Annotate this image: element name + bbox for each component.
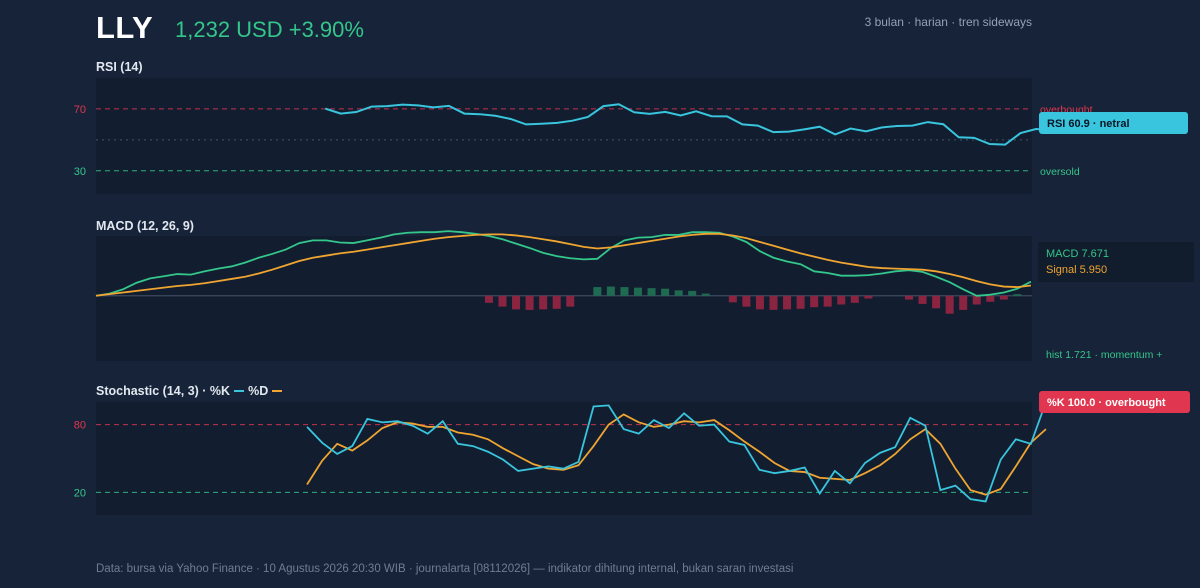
rsi-callout-text: RSI 60.9 · netral xyxy=(1047,118,1130,130)
macd-histogram-bar xyxy=(498,295,507,307)
rsi-callout-badge xyxy=(1039,112,1188,135)
panel-bg-2 xyxy=(96,402,1032,515)
macd-histogram-bar xyxy=(728,295,737,303)
macd-histogram-bar xyxy=(769,295,778,310)
macd-histogram-bar xyxy=(742,295,751,307)
chart-subtitle: 3 bulan · harian · tren sideways xyxy=(864,15,1032,29)
rsi-y-tick-1: 30 xyxy=(74,166,86,178)
macd-histogram-bar xyxy=(972,295,981,305)
macd-histogram-bar xyxy=(661,288,670,296)
macd-histogram-bar xyxy=(823,295,832,307)
macd-histogram-bar xyxy=(864,295,873,299)
macd-histogram-bar xyxy=(837,295,846,305)
macd-histogram-bar xyxy=(918,295,927,304)
macd-histogram-bar xyxy=(566,295,575,307)
stoch-series-line-0 xyxy=(306,413,1047,496)
macd-histogram-bar xyxy=(905,295,913,300)
rsi-y-tick-0: 70 xyxy=(74,104,86,116)
macd-histogram-bar xyxy=(999,295,1008,300)
macd-histogram-bar xyxy=(945,295,954,314)
macd-histogram-bar xyxy=(932,295,941,309)
stoch-title-text: Stochastic (14, 3) · %K xyxy=(96,384,231,398)
macd-histogram-bar xyxy=(620,287,629,296)
macd-histogram-bar xyxy=(593,287,602,296)
macd-series-line-1 xyxy=(95,232,1032,297)
rsi-title: RSI (14) xyxy=(96,60,143,74)
macd-histogram-bar xyxy=(986,295,995,302)
macd-histogram-bar xyxy=(539,295,548,310)
panel-bg-1 xyxy=(96,236,1032,361)
macd-histogram-bar xyxy=(647,288,656,296)
stoch-title: Stochastic (14, 3) · %K %D xyxy=(96,384,283,398)
macd-histogram-bar xyxy=(688,290,697,296)
macd-histogram-bar xyxy=(850,295,859,303)
macd-series-line-0 xyxy=(95,230,1032,297)
stoch-y-tick-0: 80 xyxy=(74,420,86,432)
k-legend-swatch xyxy=(234,389,245,392)
macd-histogram-bar xyxy=(959,295,968,310)
macd-histogram-bar xyxy=(1013,294,1022,296)
macd-histogram-bar xyxy=(512,295,521,310)
macd-histogram-bar xyxy=(484,295,493,303)
ticker-symbol: LLY xyxy=(96,10,154,45)
macd-histogram-bar xyxy=(525,295,534,310)
stoch-series-line-1 xyxy=(306,401,1047,503)
footer-note: Data: bursa via Yahoo Finance · 10 Agust… xyxy=(96,563,794,575)
macd-histogram-bar xyxy=(634,287,642,296)
macd-histogram-bar xyxy=(783,295,792,310)
macd-histogram-bar xyxy=(755,295,764,310)
macd-histogram-bar xyxy=(701,293,710,296)
panel-bg-0 xyxy=(96,78,1032,194)
stoch-callout-badge xyxy=(1039,391,1190,413)
macd-histogram-bar xyxy=(810,295,819,308)
macd-histogram-bar xyxy=(796,295,805,309)
macd-legend-label-1: Signal 5.950 xyxy=(1046,264,1107,276)
macd-legend-label-0: MACD 7.671 xyxy=(1046,248,1109,260)
price-change: 1,232 USD +3.90% xyxy=(175,17,364,42)
rsi-line xyxy=(324,103,1068,146)
d-legend-swatch xyxy=(272,389,283,392)
stoch-y-tick-1: 20 xyxy=(74,487,86,499)
macd-histogram-bar xyxy=(606,286,615,296)
macd-title: MACD (12, 26, 9) xyxy=(96,219,194,233)
d-legend-label: %D xyxy=(248,384,269,398)
macd-legend-box xyxy=(1038,242,1194,282)
macd-histogram-bar xyxy=(552,295,561,309)
rsi-reference-label-2: oversold xyxy=(1040,166,1080,178)
macd-histogram-annotation: hist 1.721 · momentum + xyxy=(1046,349,1162,361)
stoch-callout-text: %K 100.0 · overbought xyxy=(1047,397,1166,409)
macd-histogram-bar xyxy=(674,290,683,296)
